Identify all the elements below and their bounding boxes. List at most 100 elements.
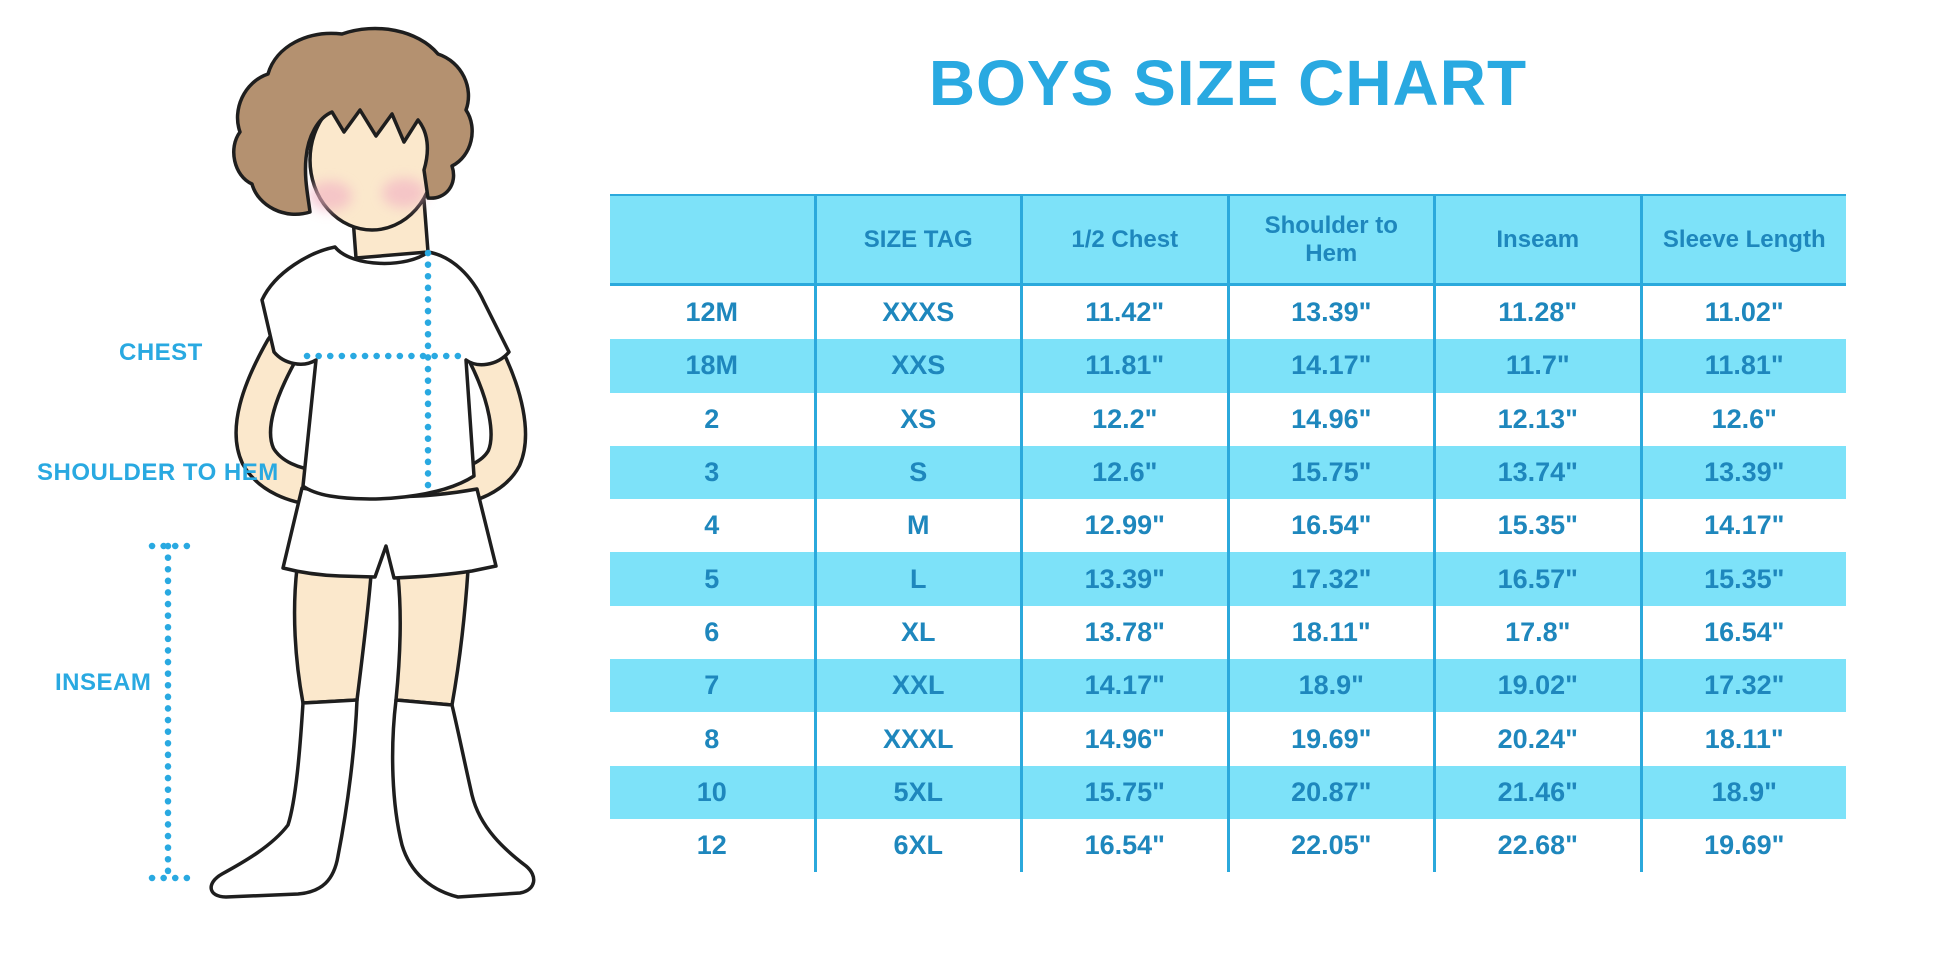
table-cell: XL — [813, 605, 1021, 660]
left-sock — [209, 698, 359, 899]
table-cell: 21.46" — [1433, 765, 1640, 819]
page-title: BOYS SIZE CHART — [928, 47, 1528, 119]
table-cell: 16.57" — [1433, 552, 1640, 606]
hair — [232, 26, 474, 216]
table-cell: 22.05" — [1226, 818, 1434, 873]
column-header: 1/2 Chest — [1020, 196, 1227, 283]
table-cell: XXL — [813, 659, 1021, 713]
table-cell: 14.96" — [1226, 392, 1434, 446]
table-cell: 8 — [704, 723, 720, 754]
chest-label: CHEST — [119, 339, 203, 366]
table-cell: XS — [813, 392, 1021, 446]
table-cell: 14.17" — [1020, 659, 1227, 713]
table-cell: 17.32" — [1639, 659, 1847, 713]
table-cell: 18.9" — [1226, 659, 1434, 713]
table-row: 7 XXL 14.17" 18.9" 19.02" 17.32" — [610, 659, 1847, 713]
table-cell: 11.28" — [1433, 286, 1640, 340]
table-cell: 20.87" — [1226, 765, 1434, 819]
right-cheek — [382, 178, 426, 208]
table-cell: 13.74" — [1433, 445, 1640, 500]
table-cell: 19.02" — [1433, 659, 1640, 713]
table-cell: 18.11" — [1226, 605, 1434, 660]
table-cell: 13.78" — [1020, 605, 1227, 660]
table-cell: L — [813, 552, 1021, 606]
table-cell: XXXL — [813, 712, 1021, 766]
left-cheek — [308, 181, 352, 211]
table-row: 5 L 13.39" 17.32" 16.57" 15.35" — [610, 552, 1847, 606]
table-cell: 14.17" — [1226, 339, 1434, 393]
table-row: 3 S 12.6" 15.75" 13.74" 13.39" — [610, 445, 1847, 500]
table-cell: 19.69" — [1226, 712, 1434, 766]
table-cell: 14.96" — [1020, 712, 1227, 766]
shoulder-to-hem-label: SHOULDER TO HEM — [37, 459, 279, 486]
table-cell: 11.7" — [1433, 339, 1640, 393]
table-cell: 20.24" — [1433, 712, 1640, 766]
table-cell: M — [813, 499, 1021, 553]
column-header: Inseam — [1433, 196, 1640, 283]
table-row: 12 6XL 16.54" 22.05" 22.68" 19.69" — [610, 818, 1847, 873]
table-row: 10 5XL 15.75" 20.87" 21.46" 18.9" — [610, 765, 1847, 819]
column-header: Shoulder to Hem — [1226, 196, 1434, 283]
boy-illustration — [148, 26, 536, 899]
legs — [209, 566, 536, 899]
table-cell: 18.9" — [1639, 765, 1847, 819]
table-cell: 12.6" — [1020, 445, 1227, 500]
table-cell: 16.54" — [1226, 499, 1434, 553]
table-cell: 15.35" — [1433, 499, 1640, 553]
table-row: 2 XS 12.2" 14.96" 12.13" 12.6" — [610, 392, 1847, 446]
measurement-lines — [148, 249, 469, 882]
table-cell: 11.42" — [1020, 286, 1227, 340]
arms — [234, 329, 528, 508]
table-cell: 16.54" — [1639, 605, 1847, 660]
right-sock — [390, 698, 536, 899]
table-cell: 11.02" — [1639, 286, 1847, 340]
table-body: 12M XXXS 11.42" 13.39" 11.28" 11.02" 18M XXS 11.… — [610, 286, 1847, 873]
table-cell: 14.17" — [1639, 499, 1847, 553]
table-row: 4 M 12.99" 16.54" 15.35" 14.17" — [610, 499, 1847, 553]
table-row: 8 XXXL 14.96" 19.69" 20.24" 18.11" — [610, 712, 1847, 766]
table-cell: 12.13" — [1433, 392, 1640, 446]
table-cell: 6XL — [813, 818, 1021, 873]
table-cell: 11.81" — [1020, 339, 1227, 393]
table-cell: 5XL — [813, 765, 1021, 819]
table-cell: 12.6" — [1639, 392, 1847, 446]
table-cell: 12 — [696, 830, 727, 861]
table-cell: 22.68" — [1433, 818, 1640, 873]
table-cell: 6 — [704, 616, 720, 647]
table-cell: 2 — [704, 403, 720, 434]
table-cell: 12M — [685, 297, 739, 328]
table-cell: 18M — [685, 350, 739, 381]
column-header: Sleeve Length — [1639, 196, 1847, 283]
table-cell: 13.39" — [1639, 445, 1847, 500]
table-cell: 11.81" — [1639, 339, 1847, 393]
table-header-row: SIZE TAG 1/2 Chest Shoulder to Hem Inseam Sl… — [610, 194, 1846, 286]
table-cell: 4 — [704, 510, 720, 541]
size-table: SIZE TAG 1/2 Chest Shoulder to Hem Inseam Sl… — [610, 194, 1847, 873]
table-cell: 15.75" — [1020, 765, 1227, 819]
table-cell: XXXS — [813, 286, 1021, 340]
table-cell: 17.32" — [1226, 552, 1434, 606]
table-cell: 16.54" — [1020, 818, 1227, 873]
table-row: 12M XXXS 11.42" 13.39" 11.28" 11.02" — [610, 286, 1847, 340]
shorts — [281, 486, 498, 580]
table-cell: 7 — [704, 670, 720, 701]
table-cell: 5 — [704, 563, 720, 594]
inseam-label: INSEAM — [55, 669, 152, 696]
table-cell: 18.11" — [1639, 712, 1847, 766]
table-cell: 3 — [704, 457, 720, 488]
table-cell: XXS — [813, 339, 1021, 393]
table-cell: S — [813, 445, 1021, 500]
column-header — [610, 196, 814, 283]
table-cell: 12.2" — [1020, 392, 1227, 446]
boy-measurement-diagram: CHEST SHOULDER TO HEM INSEAM — [0, 0, 560, 973]
column-header: SIZE TAG — [813, 196, 1021, 283]
table-cell: 13.39" — [1226, 286, 1434, 340]
table-cell: 15.35" — [1639, 552, 1847, 606]
table-cell: 12.99" — [1020, 499, 1227, 553]
table-cell: 15.75" — [1226, 445, 1434, 500]
table-cell: 17.8" — [1433, 605, 1640, 660]
table-cell: 10 — [696, 776, 727, 807]
table-cell: 19.69" — [1639, 818, 1847, 873]
table-row: 6 XL 13.78" 18.11" 17.8" 16.54" — [610, 605, 1847, 660]
shirt — [260, 245, 511, 501]
